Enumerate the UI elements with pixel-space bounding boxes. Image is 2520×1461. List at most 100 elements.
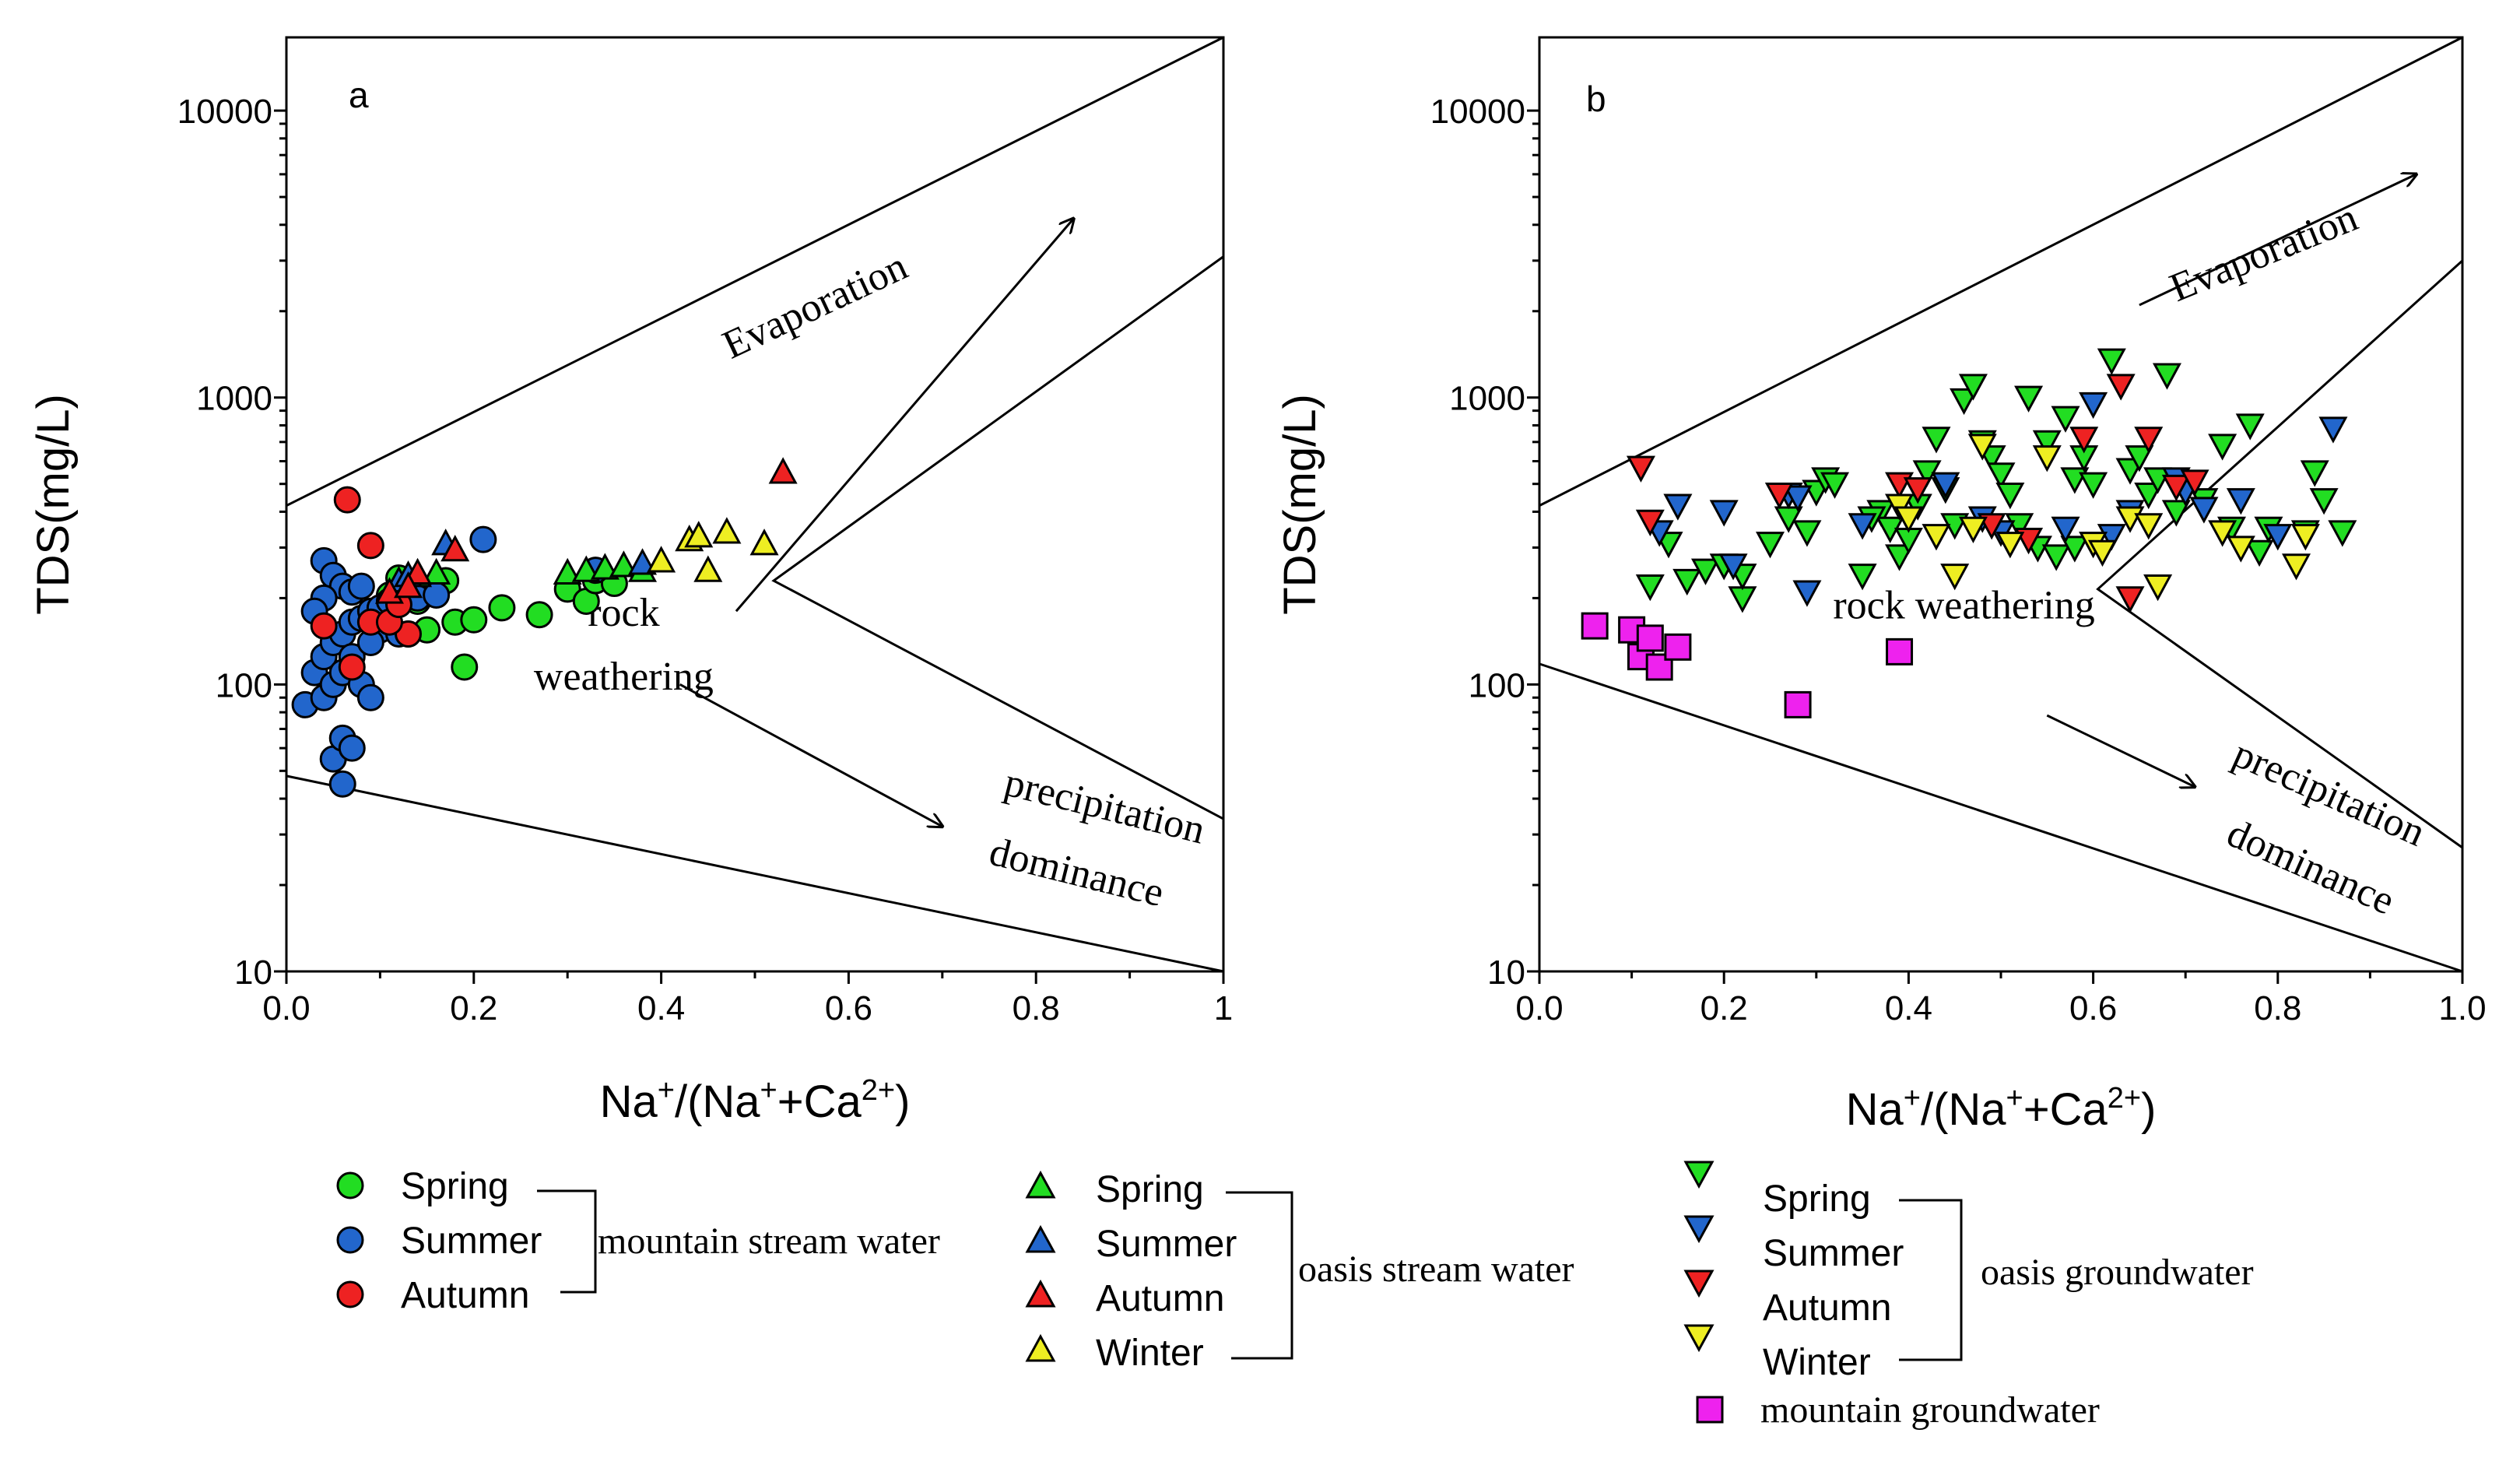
series-oasis-groundwater-spring [1635, 348, 2357, 613]
legend-label-spring: Spring [401, 1166, 509, 1207]
x-axis-title-text: ) [2141, 1084, 2156, 1135]
data-point-triangle-down [1885, 544, 1915, 571]
data-point-triangle-down [2060, 536, 2090, 563]
panel-b: 10 100 1000 10000 0.0 0.2 0.4 0.6 0.8 1.0 TDS(mg/L… [1275, 36, 2487, 1135]
data-point-circle [356, 683, 384, 711]
legend-marker-summer-triangle-up [1025, 1224, 1056, 1253]
legend: Spring Summer Autumn mountain stream wat… [336, 1161, 2254, 1431]
data-point-triangle-up [749, 529, 779, 556]
data-point-triangle-down [1709, 500, 1739, 527]
data-point-triangle-down [1626, 455, 1655, 483]
legend-marker-mountain-groundwater-square [1696, 1396, 1724, 1424]
data-point-triangle-down [1718, 553, 1748, 581]
upper-boundary [1539, 36, 2463, 507]
data-point-triangle-down [2097, 348, 2126, 375]
legend-label-autumn: Autumn [1763, 1287, 1891, 1329]
legend-marker-spring-triangle-up [1025, 1170, 1056, 1199]
y-tick-label: 10 [1487, 954, 1525, 992]
data-point-triangle-down [2143, 574, 2173, 602]
series-oasis-stream-water-winter [647, 517, 779, 582]
data-point-triangle-up [647, 546, 676, 573]
data-point-square [1784, 690, 1812, 718]
series-oasis-groundwater-autumn [1626, 374, 2209, 613]
data-point-triangle-down [2318, 416, 2348, 444]
data-point-triangle-down [2290, 524, 2320, 551]
data-point-triangle-down [1958, 516, 1988, 543]
data-point-triangle-down [2300, 460, 2329, 487]
panel-letter: b [1586, 79, 1606, 119]
annotation-rock: rock [588, 591, 659, 635]
data-point-triangle-up [628, 548, 658, 575]
panel-a: 10 100 1000 10000 0.0 0.2 0.4 0.6 0.8 1 TDS(mg/L) N… [28, 36, 1233, 1127]
x-axis-title-text: +Ca [2023, 1084, 2108, 1135]
evaporation-arrow [2139, 174, 2416, 307]
data-point-triangle-down [2014, 385, 2044, 413]
data-point-circle [328, 770, 356, 798]
legend-label-winter: Winter [1096, 1333, 1204, 1374]
data-point-triangle-down [1995, 482, 2025, 510]
data-point-triangle-down [2282, 553, 2311, 581]
data-point-square [1581, 612, 1609, 640]
data-point-triangle-up [693, 555, 723, 582]
series-mountain-stream-water-autumn [310, 486, 423, 681]
series-oasis-stream-water-autumn [374, 457, 798, 604]
x-tick-label: 0.2 [450, 989, 497, 1027]
legend-label-winter: Winter [1763, 1342, 1871, 1383]
data-point-triangle-down [2226, 536, 2255, 563]
legend-group-oasis-stream: oasis stream water [1298, 1249, 1574, 1290]
data-point-triangle-down [2134, 427, 2164, 454]
data-point-triangle-down [1986, 462, 2016, 490]
legend-bracket-mountain-stream [537, 1189, 597, 1294]
x-axis-title-text: +Ca [777, 1076, 862, 1127]
data-point-triangle-down [2087, 539, 2117, 567]
x-axis-title-superscript: + [2006, 1082, 2023, 1115]
data-point-circle [347, 572, 375, 600]
x-axis-title-text: ) [895, 1076, 910, 1127]
data-point-circle [338, 734, 366, 762]
x-tick-label: 0.0 [262, 989, 310, 1027]
x-axis-title-text: /(Na [675, 1076, 760, 1127]
upper-boundary [286, 36, 1224, 507]
data-point-triangle-down [2041, 544, 2071, 571]
x-axis-title-superscript: + [1904, 1082, 1921, 1115]
chevron-boundary [771, 255, 1224, 820]
evaporation-arrow [735, 219, 1073, 613]
legend-marker-spring-triangle-down [1683, 1161, 1715, 1189]
data-point-triangle-up [553, 557, 582, 585]
legend-marker-autumn-triangle-up [1025, 1279, 1056, 1308]
x-tick-label: 1.0 [2438, 989, 2486, 1027]
precipitation-arrow [679, 683, 942, 826]
legend-group-mountain-stream: mountain stream water [598, 1220, 940, 1262]
data-point-triangle-down [2115, 586, 2145, 613]
x-tick-label: 0.4 [637, 989, 685, 1027]
legend-marker-autumn-circle [336, 1280, 364, 1308]
data-point-triangle-down [1663, 493, 1693, 521]
data-point-triangle-down [2134, 482, 2164, 510]
data-point-circle [451, 653, 479, 681]
legend-label-autumn: Autumn [1096, 1278, 1224, 1319]
y-tick-label: 1000 [1449, 380, 1525, 418]
y-tick-label: 10000 [1430, 93, 1525, 131]
data-point-triangle-down [2079, 472, 2108, 499]
data-point-triangle-up [684, 521, 714, 548]
data-point-triangle-up [394, 571, 423, 599]
data-point-triangle-down [1940, 564, 1970, 591]
x-axis-title: Na+/(Na++Ca2+) [600, 1074, 911, 1127]
legend-marker-winter-triangle-down [1683, 1324, 1715, 1353]
series-mountain-groundwater-mountain-groundwater [1581, 612, 1914, 718]
data-point-triangle-down [1792, 580, 1822, 607]
data-point-triangle-down [1922, 427, 1951, 454]
data-point-triangle-down [2309, 488, 2339, 515]
y-tick-label: 100 [216, 666, 272, 704]
data-point-triangle-down [2152, 363, 2181, 390]
data-point-triangle-down [1967, 434, 1997, 461]
x-tick-label: 0.4 [1885, 989, 1932, 1027]
data-point-triangle-up [768, 457, 798, 484]
x-tick-label: 0.8 [2254, 989, 2301, 1027]
data-point-triangle-down [1894, 506, 1923, 533]
data-point-circle [469, 525, 497, 553]
data-point-triangle-down [2226, 488, 2255, 515]
data-point-triangle-down [1690, 558, 1720, 585]
data-point-triangle-down [1755, 532, 1785, 559]
